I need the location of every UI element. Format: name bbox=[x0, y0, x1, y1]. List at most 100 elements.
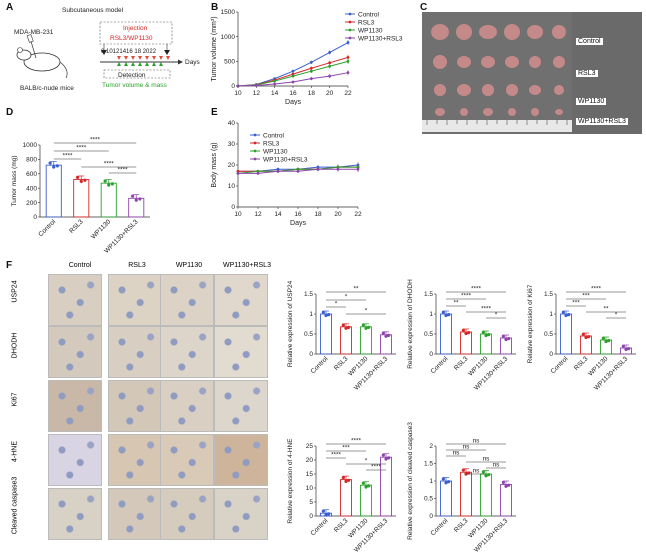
replicate-point bbox=[107, 183, 111, 187]
x-tick-label: 12 bbox=[254, 211, 262, 218]
replicate-point bbox=[481, 330, 485, 334]
x-tick-label: RSL3 bbox=[453, 517, 470, 534]
ihc-row-label-dhodh: DHODH bbox=[11, 332, 19, 359]
significance-label: ns bbox=[493, 462, 501, 469]
significance-label: **** bbox=[104, 161, 115, 168]
ihc-grid: Control RSL3 WP1130 WP1130+RSL3 USP24 DH… bbox=[0, 262, 282, 557]
replicate-point bbox=[103, 179, 107, 183]
legend-label: WP1130 bbox=[358, 27, 383, 34]
significance-label: **** bbox=[62, 153, 73, 160]
x-tick-label: 16 bbox=[289, 90, 297, 97]
x-tick-label: 12 bbox=[253, 90, 261, 97]
replicate-point bbox=[444, 481, 448, 485]
injection-label: Injection bbox=[123, 25, 148, 32]
replicate-point bbox=[138, 197, 142, 201]
tumor-photo: Control RSL3 WP1130 WP1130+RSL3 bbox=[422, 12, 642, 134]
replicate-point bbox=[624, 347, 628, 352]
panel-a-cell-line: MDA-MB-231 bbox=[14, 29, 54, 36]
y-tick-label: 20 bbox=[306, 457, 314, 464]
replicate-point bbox=[467, 331, 471, 335]
significance-label: * bbox=[365, 308, 368, 315]
replicate-point bbox=[461, 468, 465, 472]
y-tick-label: 1 bbox=[429, 311, 433, 318]
replicate-point bbox=[344, 326, 348, 330]
ihc-row-label-caspase3: Cleaved caspase3 bbox=[11, 476, 19, 535]
bar bbox=[320, 313, 332, 355]
significance-label: * bbox=[495, 312, 498, 319]
significance-label: *** bbox=[342, 445, 350, 452]
y-tick-label: 0 bbox=[309, 351, 313, 358]
y-tick-label: 5 bbox=[309, 499, 313, 506]
y-tick-label: 500 bbox=[224, 59, 235, 66]
ihc-image bbox=[160, 380, 214, 432]
legend-label: WP1130 bbox=[263, 148, 288, 155]
panel-label-a: A bbox=[6, 2, 14, 13]
ihc-col-label-combo: WP1130+RSL3 bbox=[223, 262, 271, 269]
replicate-point bbox=[464, 331, 468, 336]
significance-label: **** bbox=[351, 438, 362, 445]
legend-marker bbox=[348, 12, 352, 16]
replicate-point bbox=[567, 313, 571, 317]
replicate-point bbox=[367, 484, 371, 488]
y-tick-label: 1.5 bbox=[304, 291, 313, 298]
y-axis-label: Relative expression of 4-HNE bbox=[287, 438, 294, 524]
y-axis-label: Relative expression of Ki67 bbox=[527, 284, 534, 363]
x-tick-label: RSL3 bbox=[333, 517, 350, 534]
replicate-point bbox=[581, 332, 585, 336]
replicate-point bbox=[341, 475, 345, 480]
tumor-photo-art bbox=[422, 12, 572, 134]
ihc-row-label-ki67: Ki67 bbox=[11, 392, 19, 407]
y-tick-label: 1 bbox=[309, 311, 313, 318]
x-tick-label: WP1130 bbox=[90, 218, 113, 241]
photo-row-label-rsl3: RSL3 bbox=[576, 70, 598, 77]
y-tick-label: 200 bbox=[26, 200, 37, 207]
replicate-point bbox=[487, 333, 491, 337]
replicate-point bbox=[607, 339, 611, 343]
ihc-image bbox=[214, 488, 268, 540]
bar bbox=[500, 484, 512, 517]
x-tick-label: RSL3 bbox=[333, 355, 350, 372]
x-tick-label: 20 bbox=[326, 90, 334, 97]
bar bbox=[73, 179, 90, 218]
significance-label: ns bbox=[473, 468, 481, 475]
y-tick-label: 0.5 bbox=[424, 331, 433, 338]
ihc-image bbox=[108, 380, 162, 432]
x-tick-label: 20 bbox=[334, 211, 342, 218]
bar bbox=[45, 164, 62, 218]
y-tick-label: 1000 bbox=[221, 34, 236, 41]
legend-label: RSL3 bbox=[263, 140, 280, 147]
panel-label-f: F bbox=[6, 260, 13, 271]
panel-a-title: Subcutaneous model bbox=[62, 7, 124, 14]
ihc-image bbox=[108, 488, 162, 540]
y-tick-label: 0 bbox=[309, 513, 313, 520]
significance-label: **** bbox=[331, 452, 342, 459]
x-tick-label: RSL3 bbox=[573, 355, 590, 372]
significance-label: * bbox=[365, 458, 368, 465]
y-tick-label: 1 bbox=[429, 478, 433, 485]
significance-label: ** bbox=[453, 300, 459, 307]
replicate-point bbox=[504, 484, 508, 488]
replicate-point bbox=[76, 175, 80, 179]
y-tick-label: 40 bbox=[228, 120, 236, 127]
replicate-point bbox=[501, 480, 505, 484]
replicate-point bbox=[324, 313, 328, 318]
significance-label: * bbox=[345, 294, 348, 301]
ihc-col-label-control: Control bbox=[68, 262, 92, 269]
timeline-markers bbox=[117, 56, 170, 66]
legend-marker bbox=[253, 133, 257, 137]
replicate-point bbox=[601, 336, 605, 340]
detection-box bbox=[103, 69, 171, 79]
y-tick-label: 1.5 bbox=[424, 291, 433, 298]
x-tick-label: 14 bbox=[271, 90, 279, 97]
replicate-point bbox=[384, 457, 388, 461]
replicate-point bbox=[327, 512, 331, 516]
replicate-point bbox=[361, 481, 365, 485]
legend-marker bbox=[253, 141, 257, 145]
bar bbox=[380, 456, 392, 517]
legend-label: Control bbox=[358, 11, 380, 18]
replicate-point bbox=[627, 347, 631, 351]
y-tick-label: 0.5 bbox=[544, 331, 553, 338]
ihc-image bbox=[108, 274, 162, 326]
